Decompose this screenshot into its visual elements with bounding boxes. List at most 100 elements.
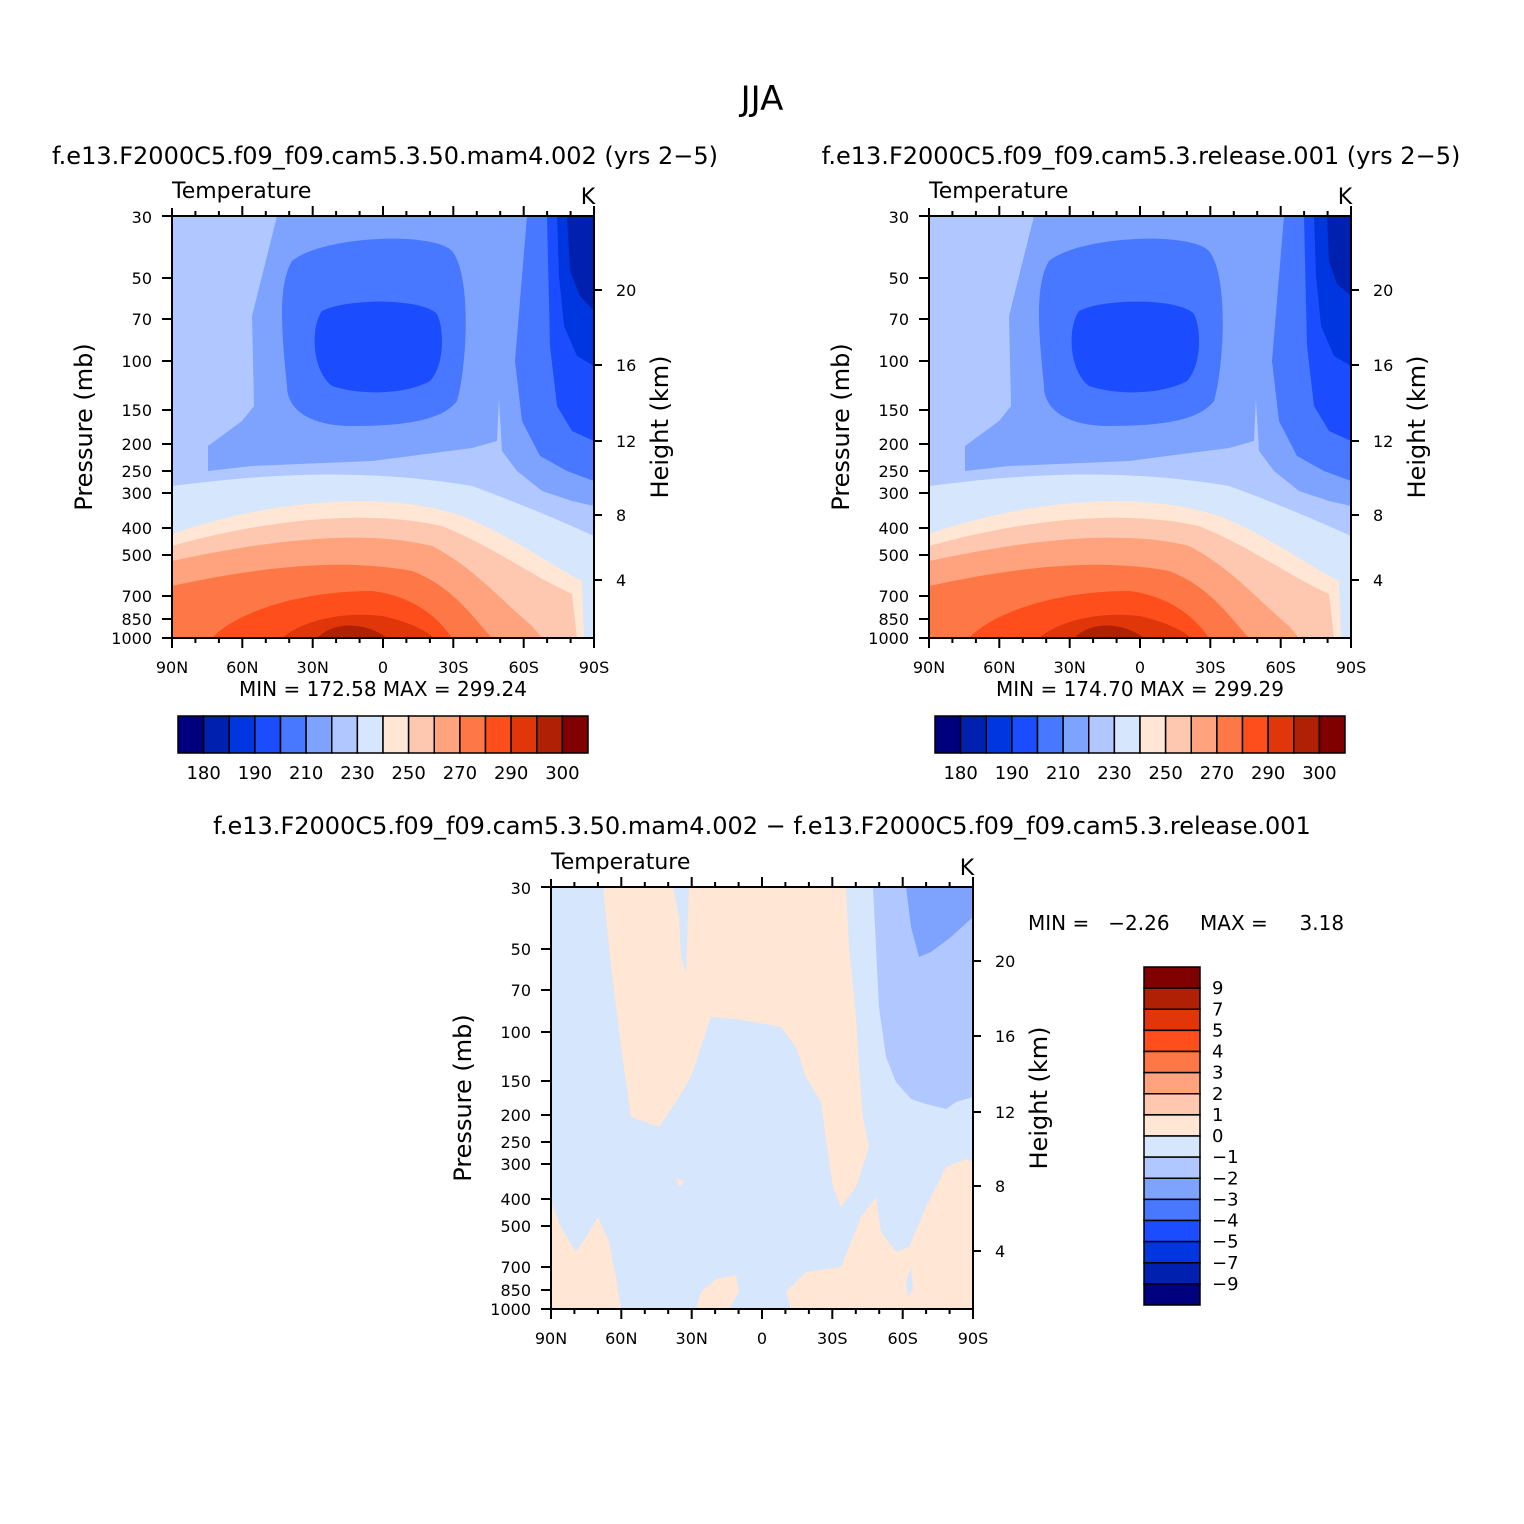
panel-b-p-tick-700: 700	[878, 587, 909, 606]
panel-c-colorbar-box-5	[1143, 1071, 1201, 1095]
panel-b-colorbar-box-5	[1062, 715, 1090, 754]
panel-c-colorbar-label-5: 2	[1212, 1084, 1223, 1105]
panel-c-colorbar-box-8	[1143, 1135, 1201, 1158]
panel-b-p-tick-500: 500	[878, 546, 909, 565]
panel-a-p-tick-150: 150	[121, 401, 152, 420]
panel-b-colorbar-box-9	[1164, 715, 1192, 754]
panel-c-colorbar-box-12	[1143, 1219, 1201, 1243]
panel-a-h-tick-16: 16	[616, 356, 636, 375]
panel-c-p-tick-200: 200	[500, 1106, 531, 1125]
panel-b-colorbar-box-13	[1267, 715, 1295, 754]
panel-c-p-tick-100: 100	[500, 1023, 531, 1042]
panel-a-h-tick-12: 12	[616, 432, 636, 451]
panel-a-lat-tick-30s: 30S	[438, 658, 469, 677]
panel-b-colorbar-label-4: 250	[1148, 763, 1182, 784]
panel-a-p-tick-100: 100	[121, 352, 152, 371]
panel-a-lat-tick-90n: 90N	[156, 658, 188, 677]
panel-a-colorbar-box-2	[228, 715, 256, 754]
panel-a-colorbar-label-7: 300	[545, 763, 579, 784]
panel-a-p-tick-250: 250	[121, 462, 152, 481]
panel-c-lat-tick-60n: 60N	[605, 1329, 637, 1348]
panel-a-p-tick-700: 700	[121, 587, 152, 606]
panel-a-ylabel-right: Height (km)	[646, 356, 674, 499]
panel-c-colorbar-label-8: −1	[1212, 1147, 1239, 1168]
panel-c-colorbar-label-0: 9	[1212, 978, 1223, 999]
panel-b-p-tick-1000: 1000	[868, 629, 909, 648]
panel-b-ylabel-right: Height (km)	[1403, 356, 1431, 499]
panel-b-p-tick-30: 30	[889, 208, 909, 227]
panel-a-colorbar-label-2: 210	[289, 763, 323, 784]
panel-c-colorbar-label-3: 4	[1212, 1042, 1223, 1063]
panel-c-colorbar-box-1	[1143, 987, 1201, 1010]
panel-b-case-title: f.e13.F2000C5.f09_f09.cam5.3.release.001…	[822, 142, 1461, 170]
panel-c-colorbar-box-14	[1143, 1262, 1201, 1285]
panel-b-p-tick-250: 250	[878, 462, 909, 481]
panel-a-stats: MIN = 172.58 MAX = 299.24	[239, 677, 527, 701]
panel-b-variable: Temperature	[928, 179, 1068, 204]
panel-a-lat-tick-60s: 60S	[508, 658, 539, 677]
panel-a-h-tick-20: 20	[616, 281, 636, 300]
panel-b-p-tick-200: 200	[878, 435, 909, 454]
panel-a-p-tick-1000: 1000	[111, 629, 152, 648]
panel-c-colorbar-label-7: 0	[1212, 1126, 1223, 1147]
panel-c-colorbar-label-6: 1	[1212, 1105, 1223, 1126]
panel-b-p-tick-50: 50	[889, 269, 909, 288]
panel-b-lat-tick-30s: 30S	[1195, 658, 1226, 677]
panel-c-p-tick-500: 500	[500, 1217, 531, 1236]
panel-c-h-tick-16: 16	[995, 1027, 1015, 1046]
panel-c-h-tick-8: 8	[995, 1177, 1005, 1196]
panel-c-lat-tick-30n: 30N	[676, 1329, 708, 1348]
panel-b-p-tick-300: 300	[878, 484, 909, 503]
panel-a-colorbar-box-9	[407, 715, 435, 754]
panel-b-h-tick-20: 20	[1373, 281, 1393, 300]
panel-a-colorbar-box-6	[331, 715, 359, 754]
panel-a-p-tick-200: 200	[121, 435, 152, 454]
panel-b-colorbar-box-6	[1088, 715, 1116, 754]
panel-c-p-tick-700: 700	[500, 1258, 531, 1277]
panel-c-colorbar-box-3	[1143, 1029, 1201, 1053]
panel-a-lat-tick-90s: 90S	[579, 658, 610, 677]
panel-c-p-tick-250: 250	[500, 1133, 531, 1152]
panel-c-colorbar-box-10	[1143, 1177, 1201, 1201]
panel-a-colorbar-label-4: 250	[391, 763, 425, 784]
panel-c-colorbar-label-13: −7	[1212, 1253, 1239, 1274]
panel-b-colorbar-label-0: 180	[943, 763, 977, 784]
panel-a-colorbar-box-8	[382, 715, 410, 754]
panel-b-h-tick-4: 4	[1373, 571, 1383, 590]
panel-c-colorbar-label-10: −3	[1212, 1189, 1239, 1210]
panel-b-colorbar-box-4	[1036, 715, 1064, 754]
panel-a-p-tick-300: 300	[121, 484, 152, 503]
panel-b-colorbar-box-14	[1293, 715, 1321, 754]
panel-a-p-tick-850: 850	[121, 610, 152, 629]
panel-c-ylabel: Pressure (mb)	[449, 1014, 477, 1181]
panel-b-stats: MIN = 174.70 MAX = 299.29	[996, 677, 1284, 701]
panel-b-p-tick-850: 850	[878, 610, 909, 629]
panel-b-contours	[929, 216, 1351, 638]
panel-c-lat-tick-90n: 90N	[535, 1329, 567, 1348]
panel-b-h-tick-12: 12	[1373, 432, 1393, 451]
panel-a-colorbar-label-5: 270	[443, 763, 477, 784]
panel-a-colorbar-box-14	[536, 715, 564, 754]
panel-c-colorbar-label-14: −9	[1212, 1274, 1239, 1295]
panel-b-h-tick-8: 8	[1373, 506, 1383, 525]
panel-c-colorbar-label-11: −4	[1212, 1211, 1239, 1232]
panel-b-h-tick-16: 16	[1373, 356, 1393, 375]
panel-a-p-tick-70: 70	[132, 310, 152, 329]
panel-b-colorbar-label-2: 210	[1046, 763, 1080, 784]
panel-b-colorbar-label-6: 290	[1251, 763, 1285, 784]
panel-c-stats-min: MIN = −2.26	[1028, 911, 1170, 935]
panel-a-h-tick-8: 8	[616, 506, 626, 525]
panel-a-colorbar-box-12	[484, 715, 512, 754]
panel-c-colorbar-label-2: 5	[1212, 1020, 1223, 1041]
panel-c-colorbar-box-15	[1143, 1283, 1201, 1306]
panel-b-p-tick-100: 100	[878, 352, 909, 371]
panel-b-colorbar-label-3: 230	[1097, 763, 1131, 784]
panel-a-case-title: f.e13.F2000C5.f09_f09.cam5.3.50.mam4.002…	[52, 142, 718, 170]
panel-a-colorbar: 180 190 210 230 250 270 290 300	[177, 715, 589, 784]
panel-c-p-tick-1000: 1000	[490, 1300, 531, 1319]
panel-b-colorbar-label-1: 190	[995, 763, 1029, 784]
panel-c-colorbar-label-9: −2	[1212, 1168, 1239, 1189]
panel-c-colorbar-box-13	[1143, 1240, 1201, 1264]
panel-a-lat-tick-0: 0	[378, 658, 388, 677]
